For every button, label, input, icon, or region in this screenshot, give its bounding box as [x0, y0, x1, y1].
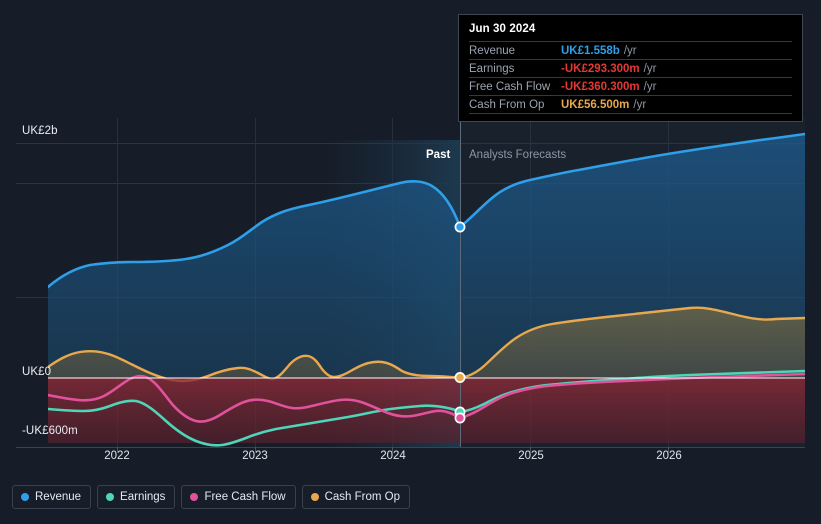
forecast-period-label: Analysts Forecasts [469, 149, 567, 161]
tooltip-bottom-divider [469, 113, 792, 117]
tooltip-unit-earnings: /yr [643, 62, 657, 75]
legend-item-free-cash-flow[interactable]: Free Cash Flow [181, 485, 296, 509]
past-period-label: Past [426, 149, 451, 161]
y-axis-label-bottom: -UK£600m [22, 425, 78, 437]
tooltip-row-revenue: Revenue UK£1.558b /yr [469, 41, 792, 59]
marker-free-cash-flow[interactable] [454, 412, 466, 424]
tooltip-label-cash-from-op: Cash From Op [469, 98, 545, 111]
legend-label-cash-from-op: Cash From Op [324, 491, 401, 503]
data-point-markers[interactable] [454, 221, 466, 424]
tooltip-label-earnings: Earnings [469, 62, 515, 75]
legend-label-earnings: Earnings [120, 491, 166, 503]
x-axis-label-2022: 2022 [104, 450, 130, 462]
legend-dot-earnings [106, 493, 115, 501]
negative-region-fill [48, 378, 805, 443]
y-axis-label-top: UK£2b [22, 125, 58, 137]
legend-dot-revenue [21, 493, 29, 501]
series-area-cash-from-op [48, 307, 805, 381]
tooltip-label-free-cash-flow: Free Cash Flow [469, 80, 551, 93]
legend-item-revenue[interactable]: Revenue [12, 485, 92, 509]
tooltip-row-earnings: Earnings -UK£293.300m /yr [469, 59, 792, 77]
legend-dot-free-cash-flow [190, 493, 199, 501]
marker-revenue[interactable] [454, 221, 466, 233]
tooltip-unit-revenue: /yr [623, 44, 637, 57]
tooltip-date: Jun 30 2024 [469, 23, 536, 35]
tooltip-value-revenue: UK£1.558b [561, 44, 620, 57]
y-axis-label-zero: UK£0 [22, 366, 52, 378]
x-axis-label-2026: 2026 [656, 450, 682, 462]
legend-label-free-cash-flow: Free Cash Flow [204, 491, 286, 503]
legend-item-earnings[interactable]: Earnings [97, 485, 176, 509]
tooltip-value-free-cash-flow: -UK£360.300m [561, 80, 640, 93]
legend-label-revenue: Revenue [35, 491, 82, 503]
tooltip-value-cash-from-op: UK£56.500m [561, 98, 630, 111]
series-line-revenue [48, 132, 805, 289]
x-axis-label-2023: 2023 [242, 450, 268, 462]
tooltip-row-cash-from-op: Cash From Op UK£56.500m /yr [469, 95, 792, 113]
x-axis-label-2025: 2025 [518, 450, 544, 462]
x-axis-ticks [117, 447, 669, 452]
tooltip-row-free-cash-flow: Free Cash Flow -UK£360.300m /yr [469, 77, 792, 95]
chart-legend: Revenue Earnings Free Cash Flow Cash Fro… [12, 485, 411, 509]
legend-item-cash-from-op[interactable]: Cash From Op [301, 485, 411, 509]
legend-dot-cash-from-op [310, 493, 319, 501]
chart-tooltip: Jun 30 2024 Revenue UK£1.558b /yr Earnin… [458, 14, 803, 122]
marker-cash-from-op[interactable] [454, 372, 466, 383]
x-axis-label-2024: 2024 [380, 450, 406, 462]
tooltip-unit-free-cash-flow: /yr [643, 80, 657, 93]
tooltip-value-earnings: -UK£293.300m [561, 62, 640, 75]
tooltip-unit-cash-from-op: /yr [633, 98, 647, 111]
tooltip-label-revenue: Revenue [469, 44, 516, 57]
